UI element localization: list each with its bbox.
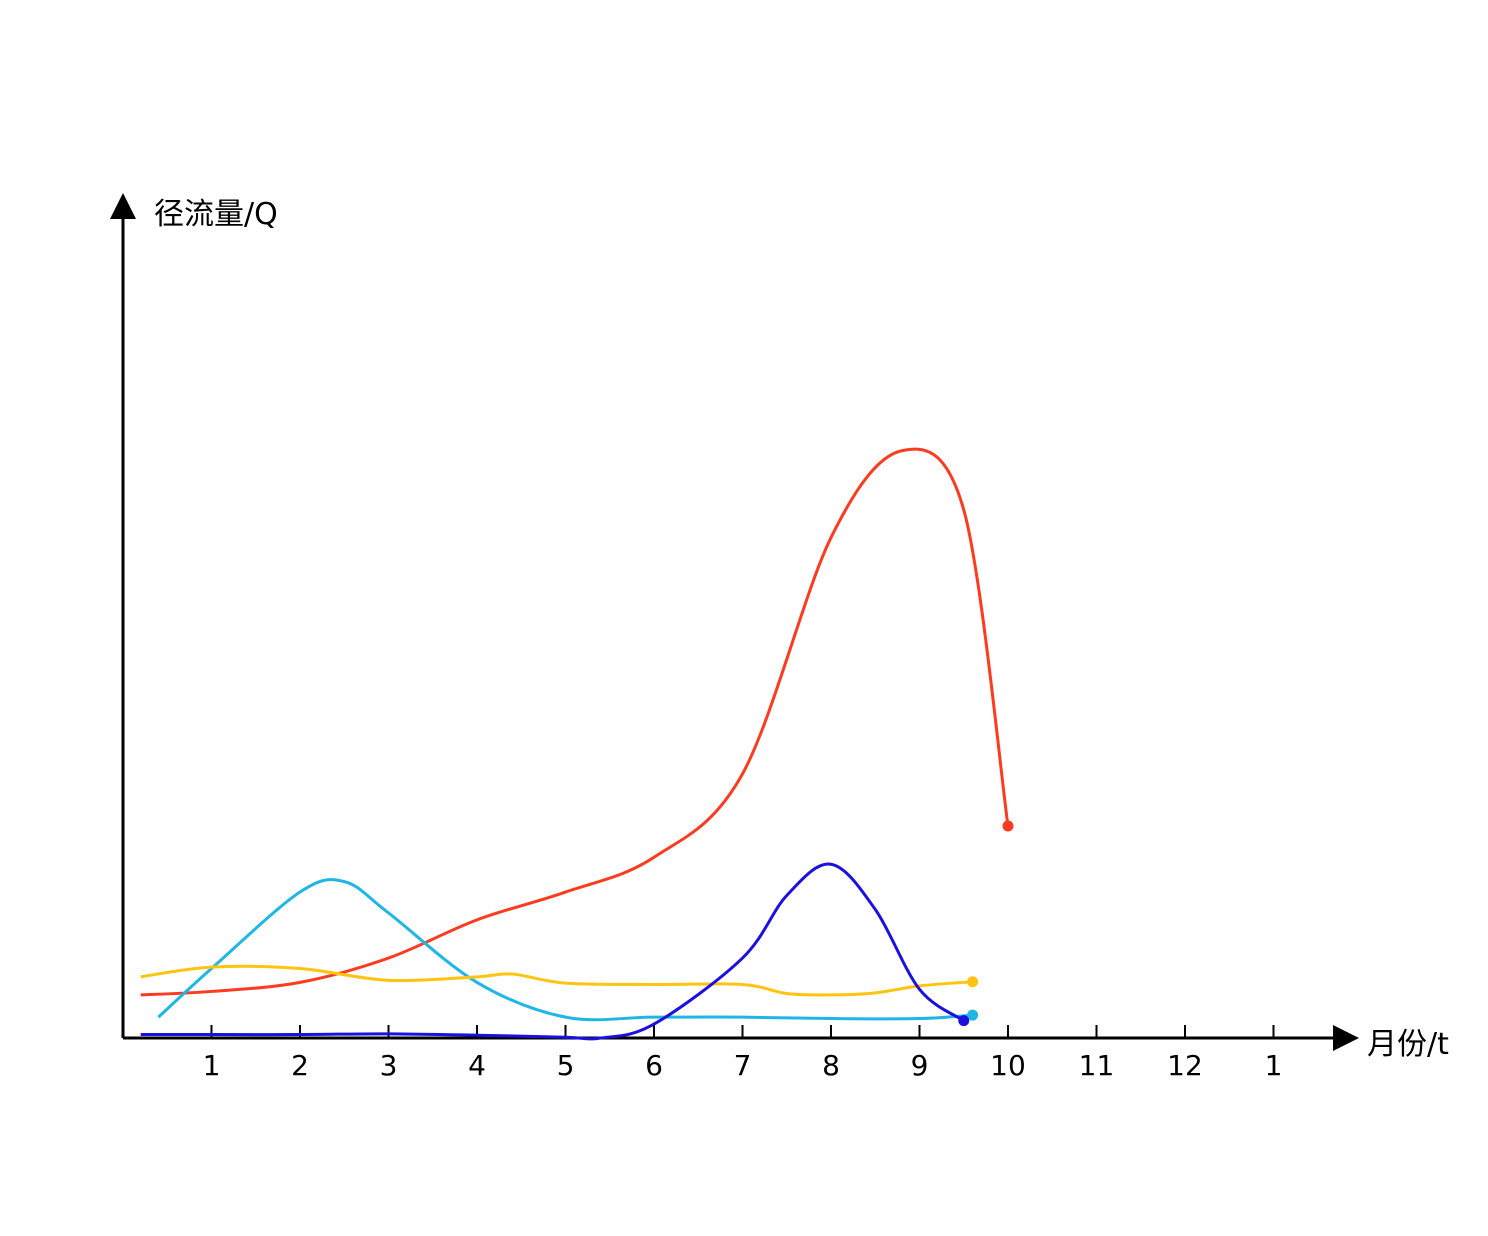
x-tick-label: 11 [1079, 1049, 1115, 1082]
series-end-point-2 [967, 1009, 979, 1021]
x-tick-label: 10 [990, 1049, 1026, 1082]
axes: 径流量/Q 月份/t [110, 193, 1449, 1062]
x-tick-label: 7 [734, 1049, 752, 1082]
x-axis-arrow [1333, 1025, 1359, 1051]
x-tick-label: 1 [203, 1049, 221, 1082]
series-end-point-3 [967, 976, 979, 988]
x-ticks: 1 2 3 4 5 6 7 8 9 10 11 12 1 [203, 1025, 1283, 1082]
y-axis-arrow [110, 193, 136, 219]
series-group [140, 447, 1014, 1041]
series-end-point-4 [958, 1015, 970, 1027]
x-tick-label: 5 [557, 1049, 575, 1082]
series-line-1 [140, 447, 1010, 997]
x-axis-label: 月份/t [1367, 1027, 1449, 1062]
series-line-4 [140, 862, 965, 1041]
x-tick-label: 9 [911, 1049, 929, 1082]
x-tick-label: 1 [1265, 1049, 1283, 1082]
x-tick-label: 3 [380, 1049, 398, 1082]
x-tick-label: 2 [291, 1049, 309, 1082]
y-axis-label: 径流量/Q [154, 197, 278, 232]
x-tick-label: 6 [645, 1049, 663, 1082]
x-tick-label: 4 [468, 1049, 486, 1082]
series-line-3 [140, 964, 973, 997]
x-tick-label: 12 [1167, 1049, 1203, 1082]
series-line-2 [157, 878, 973, 1022]
series-end-point-1 [1002, 820, 1014, 832]
x-tick-label: 8 [822, 1049, 840, 1082]
